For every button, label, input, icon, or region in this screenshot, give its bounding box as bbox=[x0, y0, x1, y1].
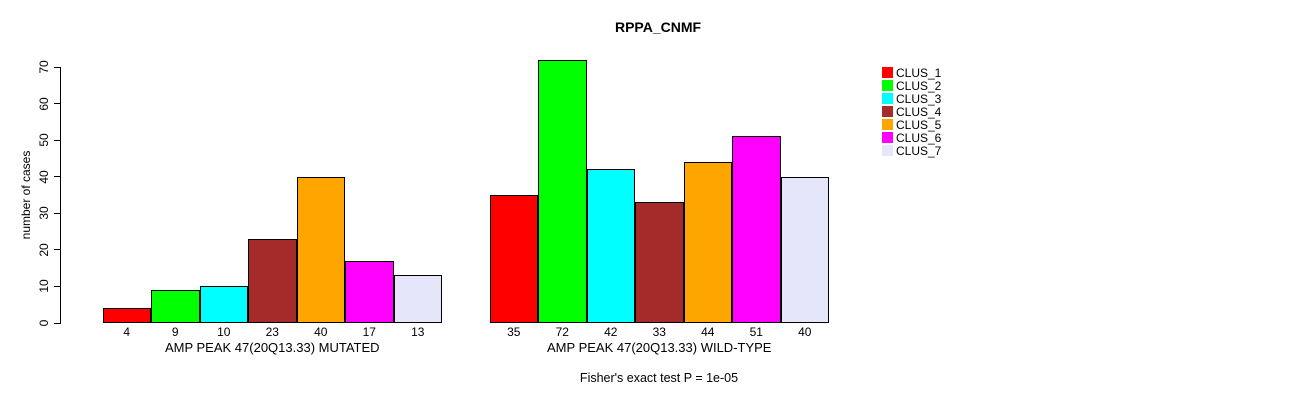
y-tick-label: 20 bbox=[37, 243, 51, 257]
fisher-test-note: Fisher's exact test P = 1e-05 bbox=[579, 371, 739, 385]
legend-label-clus_4: CLUS_4 bbox=[896, 105, 942, 119]
bar-clus_2 bbox=[151, 290, 200, 323]
legend-label-clus_3: CLUS_3 bbox=[896, 92, 942, 106]
bar-clus_2 bbox=[538, 59, 587, 323]
bar-value-label: 35 bbox=[507, 325, 521, 339]
y-tick-mark bbox=[54, 322, 61, 324]
bar-value-label: 4 bbox=[123, 325, 131, 339]
bar-value-label: 42 bbox=[604, 325, 618, 339]
bar-clus_1 bbox=[489, 195, 538, 323]
y-tick-mark bbox=[54, 285, 61, 287]
bar-clus_4 bbox=[635, 202, 684, 323]
legend-swatch-clus_3 bbox=[882, 93, 893, 104]
group-axis-label: AMP PEAK 47(20Q13.33) WILD-TYPE bbox=[547, 340, 772, 355]
y-tick-label: 50 bbox=[37, 133, 51, 147]
y-axis-label: number of cases bbox=[19, 150, 33, 240]
bar-clus_5 bbox=[296, 176, 345, 323]
legend-swatch-clus_1 bbox=[882, 67, 893, 78]
bar-value-label: 23 bbox=[265, 325, 279, 339]
legend-label-clus_6: CLUS_6 bbox=[896, 131, 942, 145]
y-tick-mark bbox=[54, 176, 61, 178]
legend-swatch-clus_4 bbox=[882, 106, 893, 117]
y-tick-mark bbox=[54, 103, 61, 105]
bar-clus_1 bbox=[102, 308, 151, 323]
bar-value-label: 51 bbox=[749, 325, 763, 339]
group-axis-label: AMP PEAK 47(20Q13.33) MUTATED bbox=[164, 340, 380, 355]
bar-value-label: 33 bbox=[652, 325, 666, 339]
y-tick-label: 10 bbox=[37, 279, 51, 294]
bar-clus_3 bbox=[586, 169, 635, 323]
bar-value-label: 44 bbox=[701, 325, 715, 339]
y-tick-label: 0 bbox=[37, 319, 51, 327]
bar-clus_6 bbox=[345, 260, 394, 323]
y-tick-mark bbox=[54, 249, 61, 251]
legend-label-clus_7: CLUS_7 bbox=[896, 144, 942, 158]
y-tick-label: 30 bbox=[37, 206, 51, 220]
y-tick-label: 40 bbox=[37, 170, 51, 184]
legend-label-clus_2: CLUS_2 bbox=[896, 79, 942, 93]
y-axis-line bbox=[60, 67, 61, 323]
y-tick-label: 60 bbox=[37, 96, 51, 111]
bar-clus_7 bbox=[393, 275, 442, 323]
bar-clus_6 bbox=[732, 136, 781, 323]
legend-swatch-clus_5 bbox=[882, 119, 893, 130]
y-tick-mark bbox=[54, 212, 61, 214]
bar-clus_7 bbox=[780, 176, 829, 323]
bar-value-label: 9 bbox=[171, 325, 179, 339]
bar-value-label: 40 bbox=[314, 325, 328, 339]
y-tick-mark bbox=[54, 66, 61, 68]
bar-clus_3 bbox=[199, 286, 248, 323]
bar-clus_5 bbox=[683, 162, 732, 323]
legend-swatch-clus_7 bbox=[882, 145, 893, 156]
legend-label-clus_1: CLUS_1 bbox=[896, 66, 942, 80]
bar-value-label: 40 bbox=[798, 325, 812, 339]
bar-value-label: 17 bbox=[362, 325, 376, 339]
y-tick-label: 70 bbox=[37, 60, 51, 74]
bar-clus_4 bbox=[248, 238, 297, 323]
bar-value-label: 13 bbox=[411, 325, 425, 339]
chart-title: RPPA_CNMF bbox=[614, 19, 702, 35]
bar-value-label: 10 bbox=[217, 325, 231, 339]
legend-swatch-clus_2 bbox=[882, 80, 893, 91]
bar-value-label: 72 bbox=[555, 325, 569, 339]
legend-swatch-clus_6 bbox=[882, 132, 893, 143]
legend-label-clus_5: CLUS_5 bbox=[896, 118, 942, 132]
y-tick-mark bbox=[54, 139, 61, 141]
